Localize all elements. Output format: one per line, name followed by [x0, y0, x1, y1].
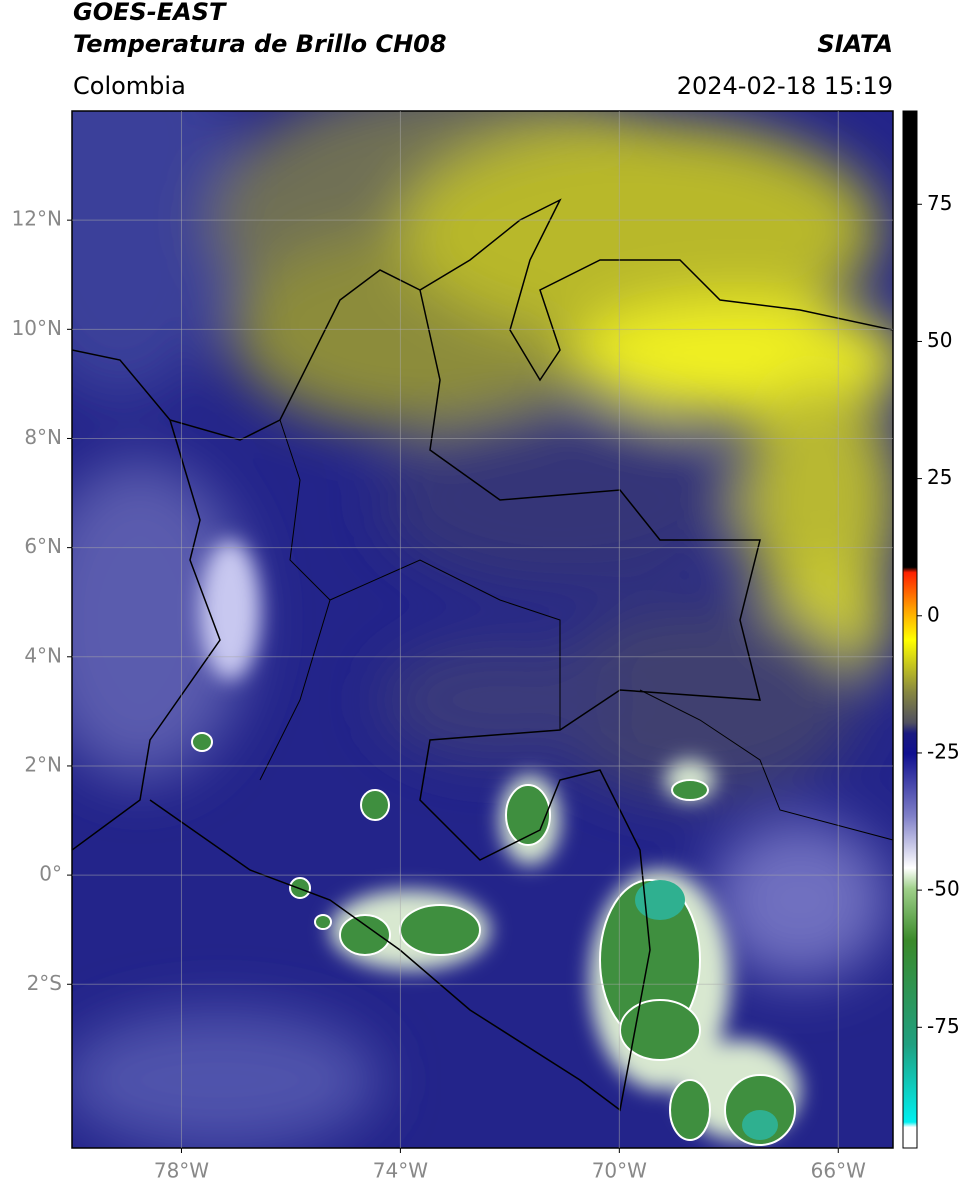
y-tick-label: 4°N [24, 643, 62, 667]
y-tick-label: 10°N [12, 316, 62, 340]
colorbar [902, 110, 918, 1149]
y-tick-label: 2°S [27, 971, 62, 995]
subtitle: Temperatura de Brillo CH08 [73, 30, 447, 58]
colorbar-tick-label: 50 [927, 328, 952, 352]
x-tick-label: 66°W [811, 1159, 866, 1183]
colorbar-tick-label: 25 [927, 465, 952, 489]
y-tick-label: 12°N [12, 207, 62, 231]
colorbar-tick-label: 75 [927, 191, 952, 215]
y-tick-label: 2°N [24, 752, 62, 776]
colorbar-tick-label: -75 [927, 1014, 960, 1038]
satellite-image [72, 111, 893, 1148]
colorbar-tick-label: -25 [927, 739, 960, 763]
x-tick-label: 74°W [373, 1159, 428, 1183]
x-tick-label: 78°W [154, 1159, 209, 1183]
source: SIATA [817, 30, 893, 58]
colorbar-tick-label: 0 [927, 602, 940, 626]
map-frame [71, 110, 894, 1149]
region: Colombia [73, 72, 186, 100]
y-tick-label: 6°N [24, 534, 62, 558]
y-tick-label: 8°N [24, 425, 62, 449]
colorbar-tick-label: -50 [927, 877, 960, 901]
title: GOES-EAST [73, 0, 227, 26]
datetime: 2024-02-18 15:19 [677, 72, 893, 100]
y-tick-label: 0° [39, 862, 62, 886]
x-tick-label: 70°W [592, 1159, 647, 1183]
